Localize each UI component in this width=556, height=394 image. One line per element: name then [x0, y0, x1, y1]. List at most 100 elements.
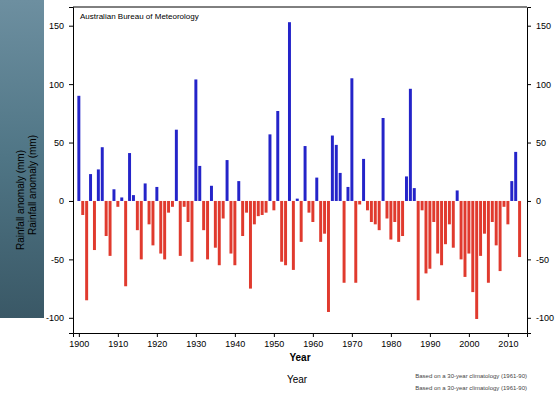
tick-mark [527, 143, 531, 144]
bar [413, 188, 416, 201]
tick-mark [69, 84, 73, 85]
tick-mark [527, 26, 531, 27]
bar [475, 201, 478, 319]
bar [471, 201, 474, 292]
bar [163, 201, 166, 259]
bar [257, 201, 260, 216]
bar [366, 201, 369, 210]
bar [479, 201, 482, 256]
bar [132, 195, 135, 201]
bar [155, 187, 158, 201]
bar [280, 201, 283, 262]
bar [190, 201, 193, 262]
tick-label: -50 [536, 255, 549, 265]
bar [506, 201, 509, 224]
bar [424, 201, 427, 273]
tick-label: 1950 [264, 339, 284, 349]
bar [194, 79, 197, 201]
axis-line [74, 334, 528, 338]
tick-mark [69, 318, 73, 319]
bar [343, 201, 346, 283]
bar [460, 201, 463, 259]
tick: 1910 [108, 333, 128, 349]
note-copy: Based on a 30-year climatology (1961-90) [415, 385, 527, 391]
bar [284, 201, 287, 265]
bar [136, 201, 139, 230]
bar [148, 201, 151, 224]
tick-mark [469, 333, 470, 337]
bar [307, 201, 310, 213]
bar [503, 201, 506, 207]
bar [409, 89, 412, 201]
tick-label: 100 [49, 79, 64, 89]
axis-line [69, 8, 74, 334]
tick: -100 [46, 313, 73, 323]
tick-mark [69, 26, 73, 27]
bar [202, 201, 205, 230]
bar [495, 201, 498, 245]
x-axis-title-copy: Year [287, 374, 308, 385]
bar [335, 145, 338, 201]
background-photo [0, 0, 44, 318]
bar [171, 201, 174, 207]
bar [272, 201, 275, 210]
bar [179, 201, 182, 256]
bar [374, 201, 377, 224]
bar [81, 201, 84, 215]
tick: 2000 [459, 333, 479, 349]
tick: 1930 [186, 333, 206, 349]
bar [300, 201, 303, 242]
bar [491, 201, 494, 222]
tick-label: -100 [46, 313, 64, 323]
bar [393, 201, 396, 222]
bar [448, 201, 451, 224]
tick: 50 [54, 138, 73, 148]
y-axis-right: -100-50050100150 [527, 8, 554, 334]
bar [276, 111, 279, 201]
bar [370, 201, 373, 222]
bar [510, 181, 513, 201]
bar [109, 201, 112, 256]
bar [218, 201, 221, 265]
tick: 1960 [303, 333, 323, 349]
tick-mark [352, 333, 353, 337]
bar [436, 201, 439, 254]
tick: -100 [527, 313, 554, 323]
tick-mark [430, 333, 431, 337]
bar [187, 201, 190, 222]
bar [159, 201, 162, 254]
tick: 1990 [420, 333, 440, 349]
tick-label: 1910 [108, 339, 128, 349]
tick: 0 [59, 196, 73, 206]
tick-mark [69, 201, 73, 202]
tick-label: 0 [59, 196, 64, 206]
tick-label: 2010 [498, 339, 518, 349]
bar [229, 201, 232, 254]
bar [237, 181, 240, 201]
bar [144, 183, 147, 201]
bar [116, 201, 119, 207]
bar [354, 201, 357, 283]
bar [77, 96, 80, 201]
bar [350, 78, 353, 201]
y-axis-title: Rainfall anomaly (mm) [27, 135, 38, 235]
tick-label: 2000 [459, 339, 479, 349]
bar [112, 189, 115, 201]
bar [432, 201, 435, 222]
tick-mark [527, 318, 531, 319]
bar [249, 201, 252, 289]
tick-label: 150 [49, 21, 64, 31]
tick-label: 1940 [225, 339, 245, 349]
bar [151, 201, 154, 245]
bar [456, 190, 459, 201]
tick: -50 [51, 255, 73, 265]
bar [245, 201, 248, 213]
bar [233, 201, 236, 265]
annotation: Australian Bureau of Meteorology [80, 12, 199, 21]
bar [175, 130, 178, 201]
bar [120, 197, 123, 201]
bar [417, 201, 420, 300]
bar [304, 146, 307, 201]
tick-mark [527, 201, 531, 202]
bar [362, 159, 365, 201]
